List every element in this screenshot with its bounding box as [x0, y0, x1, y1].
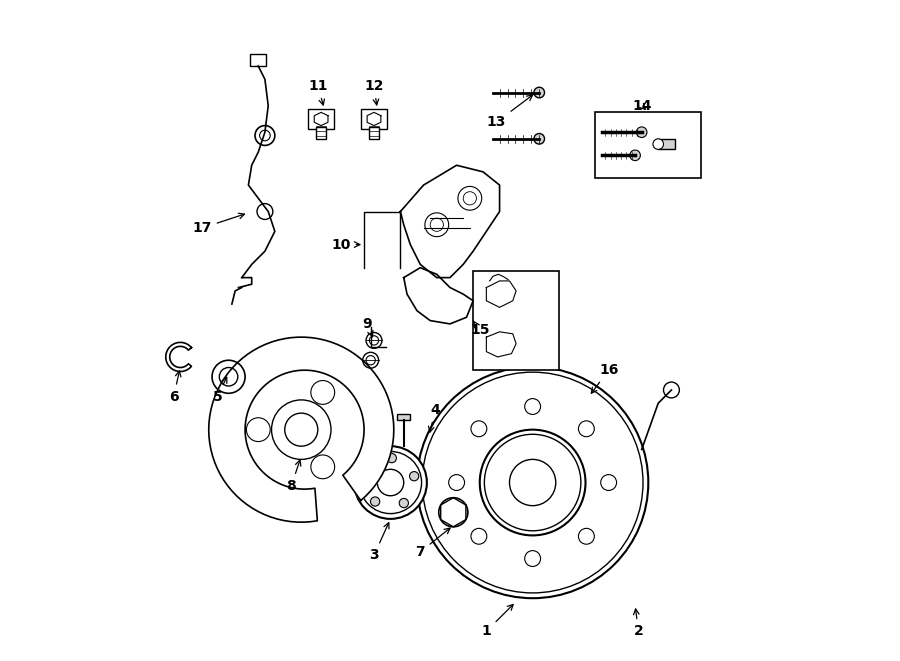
Bar	[361, 109, 387, 129]
Text: 1: 1	[482, 604, 513, 639]
Text: 2: 2	[634, 609, 643, 639]
Circle shape	[579, 528, 594, 544]
Circle shape	[359, 451, 421, 514]
Circle shape	[366, 356, 375, 365]
Polygon shape	[166, 342, 192, 371]
Text: 3: 3	[369, 523, 389, 563]
Text: 17: 17	[193, 214, 245, 235]
Text: 15: 15	[470, 321, 490, 338]
Circle shape	[247, 418, 270, 442]
Circle shape	[377, 469, 404, 496]
Circle shape	[259, 130, 270, 141]
Text: 14: 14	[632, 98, 652, 113]
Text: 7: 7	[416, 528, 450, 559]
Circle shape	[400, 498, 409, 508]
Polygon shape	[400, 165, 500, 278]
Text: 12: 12	[364, 79, 383, 105]
Bar	[658, 139, 675, 149]
Text: 8: 8	[286, 460, 301, 493]
Circle shape	[369, 336, 379, 345]
Circle shape	[458, 186, 482, 210]
Circle shape	[417, 367, 648, 598]
Circle shape	[363, 352, 379, 368]
Text: 5: 5	[212, 377, 227, 404]
Polygon shape	[404, 268, 473, 324]
Circle shape	[310, 455, 335, 479]
Circle shape	[484, 434, 580, 531]
Circle shape	[449, 475, 464, 490]
Bar	[316, 127, 327, 139]
Polygon shape	[367, 112, 381, 126]
Text: 16: 16	[591, 363, 618, 393]
Text: 6: 6	[169, 371, 181, 404]
Circle shape	[310, 381, 335, 405]
Text: 9: 9	[363, 317, 373, 336]
Circle shape	[255, 126, 274, 145]
Circle shape	[579, 421, 594, 437]
Circle shape	[430, 218, 444, 231]
Circle shape	[509, 459, 556, 506]
Bar	[397, 414, 410, 420]
Circle shape	[410, 471, 418, 481]
Circle shape	[366, 332, 382, 348]
Circle shape	[534, 87, 544, 98]
Circle shape	[212, 360, 245, 393]
Circle shape	[471, 528, 487, 544]
Circle shape	[355, 446, 427, 519]
Circle shape	[471, 421, 487, 437]
Text: 4: 4	[428, 403, 440, 432]
Circle shape	[464, 192, 476, 205]
Text: 13: 13	[487, 95, 533, 130]
Circle shape	[663, 382, 680, 398]
Circle shape	[525, 399, 541, 414]
Polygon shape	[486, 332, 516, 357]
Circle shape	[439, 498, 468, 527]
Circle shape	[257, 204, 273, 219]
Circle shape	[525, 551, 541, 566]
Circle shape	[600, 475, 617, 490]
Bar	[473, 271, 559, 370]
Circle shape	[284, 413, 318, 446]
Circle shape	[272, 400, 331, 459]
Circle shape	[371, 497, 380, 506]
Polygon shape	[209, 337, 394, 522]
Circle shape	[652, 139, 663, 149]
Bar	[250, 54, 266, 66]
Circle shape	[220, 368, 238, 386]
Bar	[369, 127, 379, 139]
Circle shape	[363, 469, 373, 479]
Polygon shape	[314, 112, 328, 126]
Bar	[308, 109, 334, 129]
Text: 11: 11	[308, 79, 328, 105]
Bar	[596, 112, 701, 178]
Circle shape	[534, 134, 544, 144]
Circle shape	[425, 213, 449, 237]
Circle shape	[630, 150, 641, 161]
Circle shape	[387, 453, 396, 463]
Circle shape	[636, 127, 647, 137]
Text: 10: 10	[331, 237, 360, 252]
Circle shape	[422, 372, 643, 593]
Circle shape	[480, 430, 586, 535]
Polygon shape	[486, 281, 516, 307]
